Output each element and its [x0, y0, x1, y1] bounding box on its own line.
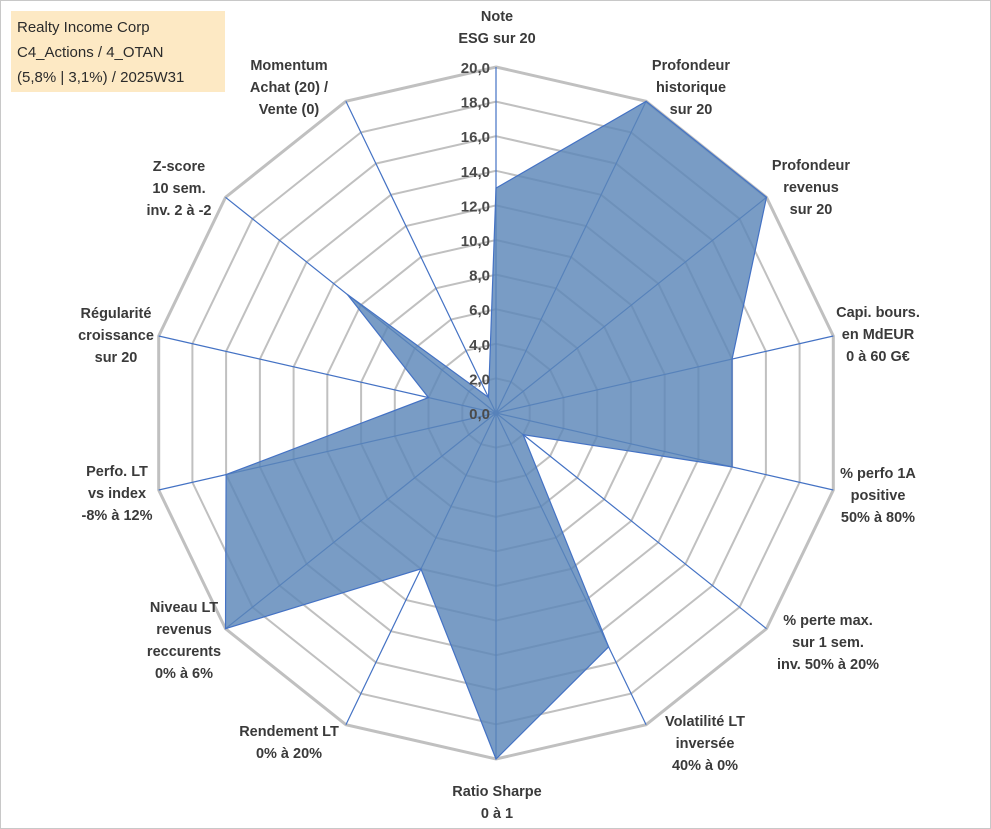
radar-axis-label: sur 1 sem. [792, 635, 864, 651]
radar-axis-label: 0 à 1 [481, 806, 513, 822]
radar-spoke [345, 101, 497, 414]
radar-axis-label: % perfo 1A [840, 466, 916, 482]
radar-axis-label: Ratio Sharpe [452, 784, 541, 800]
radar-tick-label: 0,0 [469, 406, 490, 423]
chart-title-line-3: (5,8% | 3,1%) / 2025W31 [17, 69, 185, 86]
radar-axis-label: Régularité [81, 306, 152, 322]
radar-series-area [224, 100, 768, 761]
chart-title-line-2: C4_Actions / 4_OTAN [17, 44, 164, 61]
radar-axis-label: 40% à 0% [672, 758, 738, 774]
radar-tick-label: 6,0 [469, 302, 490, 319]
radar-axis-label: Perfo. LT [86, 464, 148, 480]
radar-spoke [495, 412, 767, 630]
radar-tick-label: 14,0 [461, 164, 490, 181]
radar-tick-label: 10,0 [461, 233, 490, 250]
radar-axis-label: revenus [156, 622, 212, 638]
radar-axis-label: 0 à 60 G€ [846, 349, 910, 365]
radar-axis-label: Note [481, 9, 513, 25]
radar-axis-label: positive [851, 488, 906, 504]
radar-axis-label: historique [656, 80, 726, 96]
radar-axis-label: ESG sur 20 [458, 31, 535, 47]
radar-axis-label: Momentum [250, 58, 327, 74]
radar-axis-label: Achat (20) / [250, 80, 328, 96]
radar-series [224, 100, 768, 761]
radar-axis-label: en MdEUR [842, 327, 915, 343]
radar-axis-label: -8% à 12% [82, 508, 153, 524]
radar-axis-label: inv. 50% à 20% [777, 657, 879, 673]
radar-axis-label: 10 sem. [152, 181, 205, 197]
radar-tick-label: 12,0 [461, 198, 490, 215]
radar-axis-label: inversée [676, 736, 735, 752]
radar-axis-label: croissance [78, 328, 154, 344]
radar-axis-label: reccurents [147, 644, 221, 660]
radar-axis-label: Volatilité LT [665, 714, 745, 730]
chart-title-line-1: Realty Income Corp [17, 19, 150, 36]
radar-tick-label: 16,0 [461, 129, 490, 146]
radar-axis-label: 0% à 6% [155, 666, 213, 682]
chart-title-box: Realty Income Corp C4_Actions / 4_OTAN (… [11, 11, 225, 92]
radar-axis-label: revenus [783, 180, 839, 196]
radar-axis-labels: Note ESG sur 20 Profondeur historique sur 20… [78, 9, 920, 822]
radar-tick-label: 20,0 [461, 60, 490, 77]
radar-axis-label: Profondeur [772, 158, 850, 174]
radar-tick-label: 8,0 [469, 268, 490, 285]
radar-tick-label: 4,0 [469, 337, 490, 354]
radar-axis-label: Vente (0) [259, 102, 320, 118]
radar-axis-label: vs index [88, 486, 146, 502]
radar-axis-label: Z-score [153, 159, 205, 175]
radar-axis-label: sur 20 [790, 202, 833, 218]
radar-axis-label: sur 20 [670, 102, 713, 118]
radar-tick-labels: 0,0 2,0 4,0 6,0 8,0 10,0 12,0 14,0 16,0 18,0 20,0 [461, 60, 490, 423]
radar-axis-label: % perte max. [783, 613, 872, 629]
radar-axis-label: Niveau LT [150, 600, 218, 616]
radar-axis-label: Capi. bours. [836, 305, 920, 321]
radar-axis-label: 50% à 80% [841, 510, 915, 526]
radar-axis-label: inv. 2 à -2 [146, 203, 211, 219]
radar-axis-label: 0% à 20% [256, 746, 322, 762]
radar-axis-label: Rendement LT [239, 724, 339, 740]
radar-tick-label: 2,0 [469, 371, 490, 388]
radar-axis-label: sur 20 [95, 350, 138, 366]
radar-tick-label: 18,0 [461, 95, 490, 112]
radar-axis-label: Profondeur [652, 58, 730, 74]
